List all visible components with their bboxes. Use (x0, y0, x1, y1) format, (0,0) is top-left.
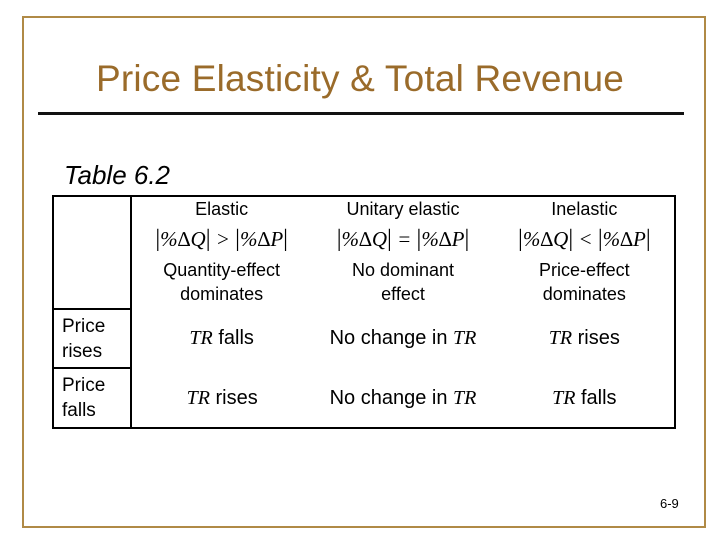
table-row-price-rises: Price rises TR falls No change in TR TR r… (52, 307, 675, 370)
title-divider (38, 112, 684, 115)
effect-unitary: No dominant effect (351, 260, 455, 305)
effect-row: Quantity-effect dominates No dominant effe… (53, 256, 675, 309)
table-row-price-falls: Price falls TR rises No change in TR TR f… (52, 367, 675, 429)
header-row: Elastic Unitary elastic Inelastic (52, 195, 675, 309)
cell-falls-elastic: TR rises (186, 386, 258, 409)
column-header-inelastic: Inelastic (551, 198, 618, 219)
cell-falls-unitary: No change in TR (329, 386, 477, 409)
formula-unitary: |%∆Q| = |%∆P| (336, 225, 470, 252)
row-label-price-falls: Price falls (52, 367, 132, 429)
table-top-border (130, 195, 676, 197)
formula-row: |%∆Q| > |%∆P| |%∆Q| = |%∆P| |%∆Q| < |%∆P… (53, 223, 675, 256)
table-data-left-border (130, 195, 132, 429)
cell-rises-inelastic: TR rises (548, 327, 620, 350)
column-header-elastic: Elastic (195, 198, 249, 219)
table-bottom-border (52, 427, 676, 429)
slide-title: Price Elasticity & Total Revenue (95, 58, 625, 99)
table-right-border (674, 195, 676, 429)
row-label-price-rises: Price rises (52, 307, 132, 370)
page-number: 6-9 (660, 496, 679, 511)
elasticity-revenue-table: Elastic Unitary elastic Inelastic |%∆Q| … (52, 195, 676, 429)
cell-falls-inelastic: TR falls (552, 386, 617, 409)
effect-inelastic: Price-effect dominates (538, 260, 630, 305)
corner-cell (52, 195, 132, 309)
cell-rises-elastic: TR falls (189, 327, 254, 350)
effect-elastic: Quantity-effect dominates (163, 260, 281, 305)
formula-inelastic: |%∆Q| < |%∆P| (518, 225, 651, 252)
column-header-unitary: Unitary elastic (346, 198, 460, 219)
formula-elastic: |%∆Q| > |%∆P| (155, 225, 288, 252)
slide-frame (22, 16, 706, 528)
table-label: Table 6.2 (64, 160, 171, 190)
cell-rises-unitary: No change in TR (329, 327, 477, 350)
